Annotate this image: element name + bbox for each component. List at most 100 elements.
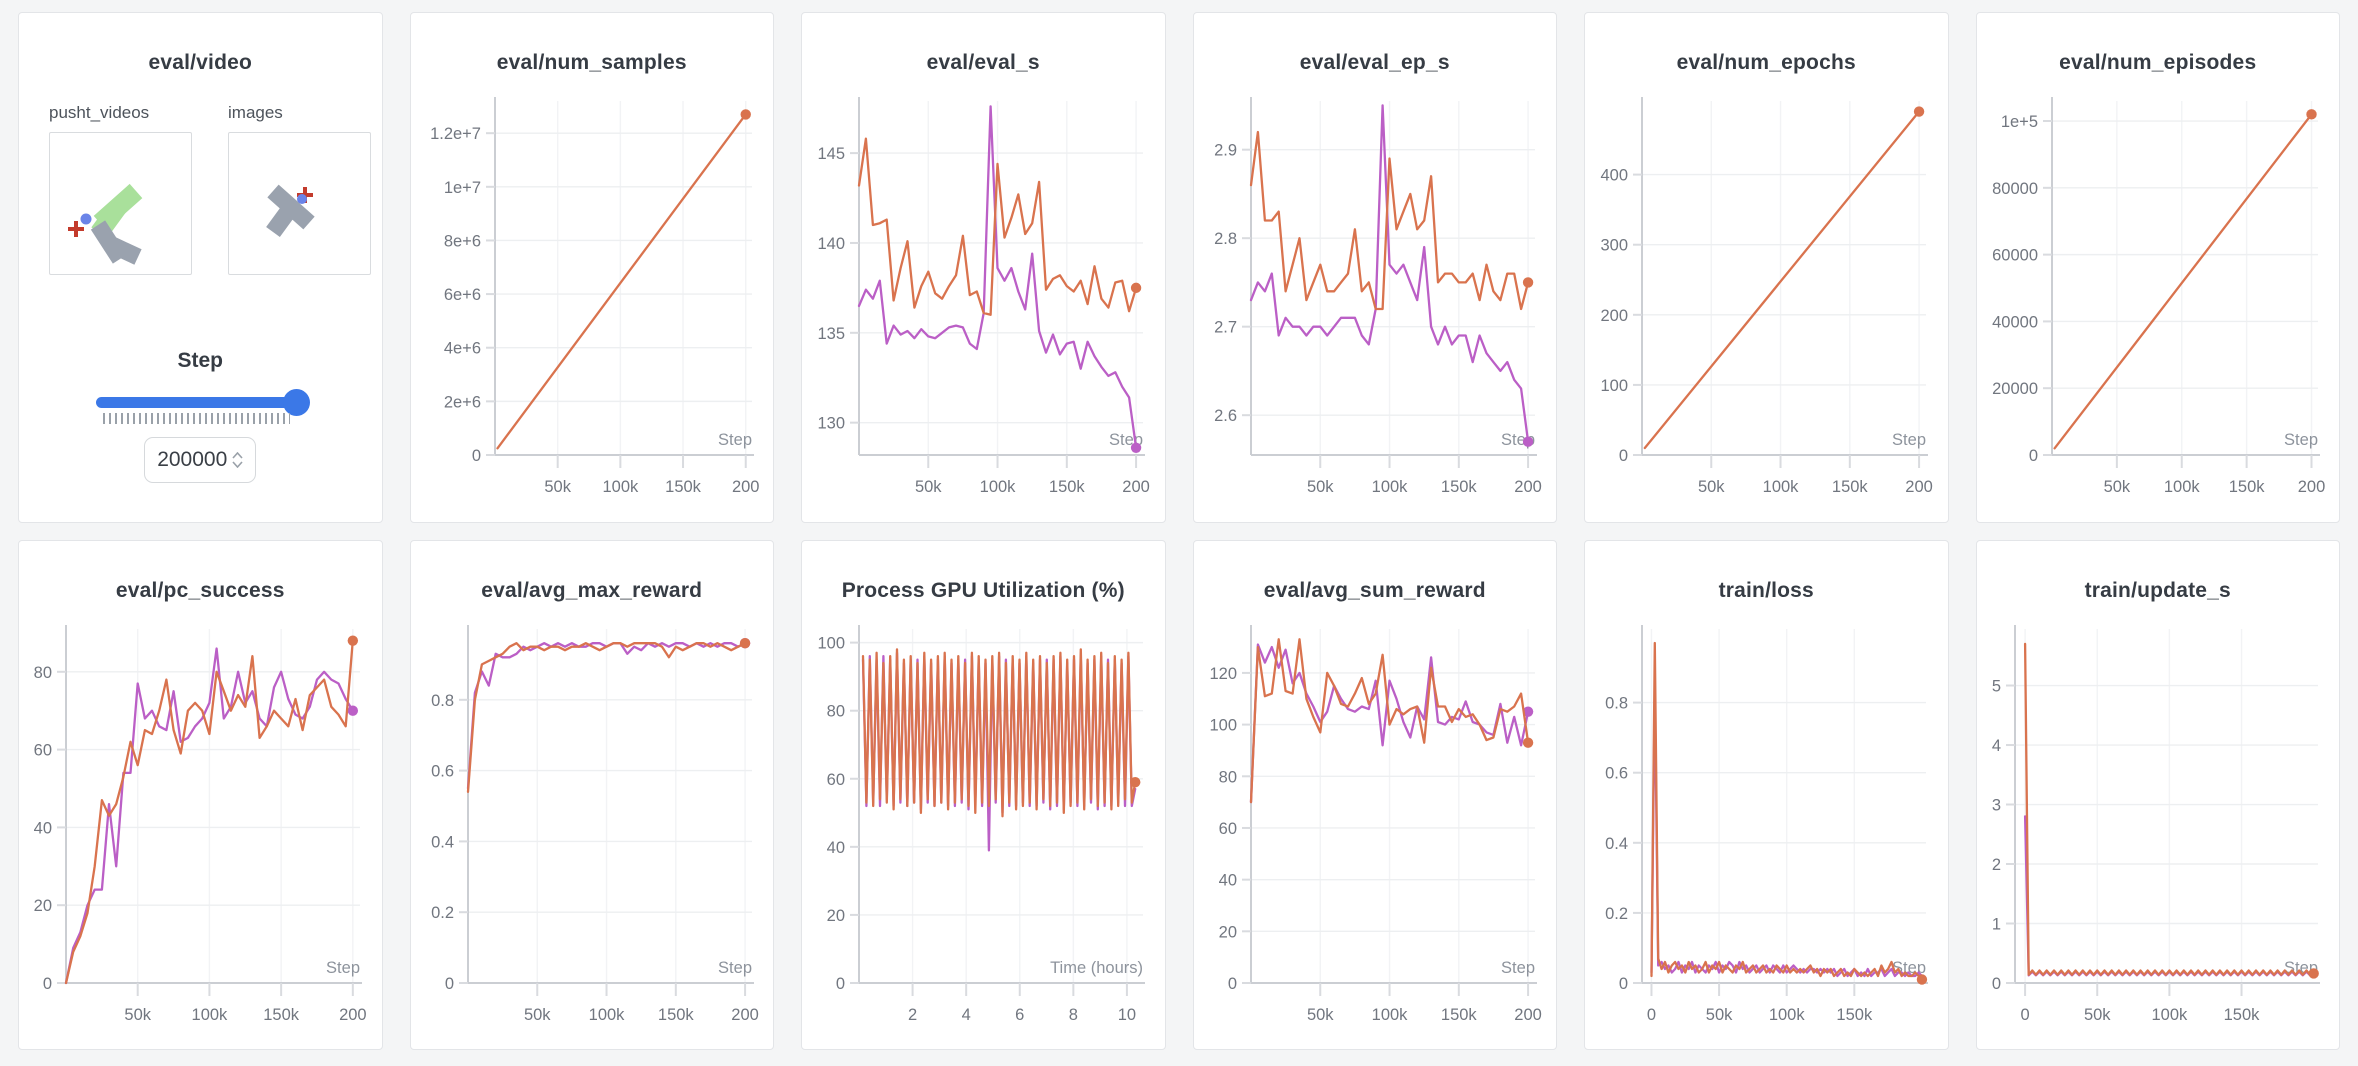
y-tick-label: 0.6 (431, 762, 454, 780)
series-line-run-orange (858, 137, 1138, 316)
axes (1249, 97, 1537, 456)
gridlines (1642, 628, 1927, 983)
x-tick-label: 150k (263, 1006, 300, 1024)
x-tick-label: 0 (2020, 1006, 2029, 1024)
x-tick-label: 50k (1307, 1006, 1334, 1024)
x-axis: 50k 100k 150k 200 (1698, 455, 1933, 496)
chart-canvas[interactable]: 50k 100k 150k 200 0 20 40 60 80 100 120 Step (1201, 617, 1549, 1041)
step-input[interactable]: 200000 (144, 437, 257, 483)
chevron-up-icon[interactable] (232, 452, 243, 459)
chart-canvas[interactable]: 50k 100k 150k 200 0 2e+6 4e+6 6e+6 8e+6 1e+7 1.2e+… (418, 89, 766, 513)
panel-eval-num-episodes: eval/num_episodes 50k 100k 150k 200 0 20000 400… (1975, 12, 2340, 523)
step-slider[interactable] (96, 389, 311, 429)
media-label: images (228, 103, 283, 122)
series-end-dot-run-orange (347, 634, 359, 646)
images-thumbnail[interactable] (228, 132, 371, 275)
x-tick-label: 200 (732, 478, 760, 496)
x-tick-label: 100k (980, 478, 1017, 496)
x-tick-label: 100k (602, 478, 639, 496)
series-line-run-orange (496, 113, 747, 450)
y-tick-label: 4 (1992, 737, 2001, 755)
x-axis: 50k 100k 150k 200 (2103, 455, 2325, 496)
x-axis-label: Step (1501, 959, 1535, 977)
step-input-value[interactable]: 200000 (157, 448, 228, 471)
slider-track[interactable] (96, 389, 311, 416)
x-tick-label: 200 (1123, 478, 1151, 496)
y-tick-label: 130 (818, 415, 846, 433)
x-axis-label: Time (hours) (1050, 959, 1143, 977)
panel-eval-avg-sum-reward: eval/avg_sum_reward 50k 100k 150k 200 0 20 40 60… (1192, 539, 1557, 1050)
chart-area: 50k 100k 150k 200 0 20 40 60 80 Step (19, 617, 382, 1041)
series-line-run-orange (1249, 637, 1530, 803)
series-end-dot-run-purple (1522, 705, 1534, 717)
x-tick-label: 50k (1698, 478, 1725, 496)
y-tick-label: 2 (1992, 856, 2001, 874)
x-axis: 50k 100k 150k 200 (125, 982, 367, 1024)
x-tick-label: 4 (962, 1006, 971, 1024)
slider-thumb[interactable] (283, 389, 311, 416)
x-tick-label: 150k (665, 478, 702, 496)
y-tick-label: 0.8 (431, 691, 454, 709)
x-tick-label: 100k (2151, 1006, 2188, 1024)
y-axis: 0 0.2 0.4 0.6 0.8 (1605, 694, 1643, 993)
y-tick-label: 6e+6 (444, 286, 481, 304)
y-tick-label: 0 (445, 975, 454, 993)
chart-canvas[interactable]: 50k 100k 150k 200 0 0.2 0.4 0.6 0.8 Step (418, 617, 766, 1041)
y-tick-label: 80000 (1992, 180, 2038, 198)
y-tick-label: 0 (43, 975, 52, 993)
series-end-dot-run-purple (1131, 442, 1142, 454)
chart-title: eval/num_episodes (2059, 51, 2257, 74)
x-tick-label: 50k (1307, 478, 1334, 496)
stepper-arrows[interactable] (232, 452, 243, 468)
y-tick-label: 2e+6 (444, 393, 481, 411)
gridlines (494, 101, 752, 455)
x-tick-label: 100k (588, 1006, 625, 1024)
series-end-dot-run-purple (347, 704, 359, 716)
panel-eval-eval-ep-s: eval/eval_ep_s 50k 100k 150k 200 2.6 2.7 2.8 2.9… (1192, 12, 1557, 523)
x-axis-label: Step (326, 959, 360, 977)
series-end-dot-run-orange (739, 637, 751, 648)
axes (1641, 97, 1929, 456)
axes (858, 97, 1146, 456)
y-tick-label: 60 (34, 741, 52, 759)
series-line-run-orange (862, 647, 1137, 817)
series-end-dot-run-orange (1916, 973, 1928, 985)
x-tick-label: 100k (1371, 1006, 1408, 1024)
x-tick-label: 150k (2223, 1006, 2260, 1024)
y-axis: 0 20000 40000 60000 80000 1e+5 (1992, 113, 2052, 465)
x-tick-label: 150k (1441, 1006, 1478, 1024)
chart-area: 50k 100k 150k 200 0 100 200 300 400 Step (1585, 89, 1948, 513)
x-axis-label: Step (1892, 431, 1926, 449)
y-tick-label: 0 (1619, 447, 1628, 465)
y-tick-label: 0.2 (431, 904, 454, 922)
series-end-dot-run-orange (1130, 776, 1141, 787)
slider-tick-ruler (103, 413, 291, 424)
gridlines (2051, 101, 2318, 455)
chart-canvas[interactable]: 50k 100k 150k 200 0 20 40 60 80 Step (26, 617, 374, 1041)
chart-canvas[interactable]: 50k 100k 150k 200 0 100 200 300 400 Step (1592, 89, 1940, 513)
pusht-scene-icon (68, 183, 143, 265)
x-tick-label: 200 (1906, 478, 1934, 496)
chart-area: 2 4 6 8 10 0 20 40 60 80 100 Time (hours) (802, 617, 1165, 1041)
chart-area: 50k 100k 150k 200 2.6 2.7 2.8 2.9 Step (1194, 89, 1557, 513)
chevron-down-icon[interactable] (232, 461, 243, 468)
pusht-image-icon (266, 184, 315, 238)
y-axis: 0 20 40 60 80 100 (818, 634, 860, 993)
pusht-videos-thumbnail[interactable] (49, 132, 192, 275)
y-tick-label: 0.4 (1605, 834, 1628, 852)
axes (466, 624, 754, 984)
series-line-run-orange (1650, 641, 1924, 981)
y-tick-label: 40 (34, 819, 52, 837)
series-line-run-orange (466, 641, 747, 793)
gridlines (1642, 101, 1927, 455)
y-axis: 0 20 40 60 80 (34, 663, 67, 993)
chart-canvas[interactable]: 50k 100k 150k 200 0 20000 40000 60000 80000 1e+5 S… (1984, 89, 2332, 513)
y-tick-label: 0.2 (1605, 904, 1628, 922)
y-tick-label: 60 (1218, 819, 1236, 837)
y-tick-label: 0.6 (1605, 764, 1628, 782)
